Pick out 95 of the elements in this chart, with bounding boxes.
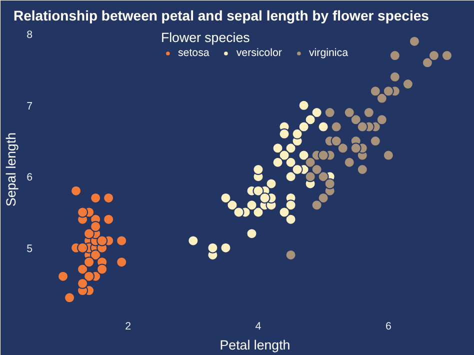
point [84,228,95,240]
point [304,156,316,168]
point [84,270,95,282]
point [318,171,329,182]
point [382,86,394,97]
point [259,192,270,204]
point [77,242,88,254]
point [96,235,108,246]
point [116,256,128,268]
point [311,107,322,118]
point [77,278,88,289]
point [70,185,82,196]
point [96,264,108,275]
point [311,200,322,211]
point [285,249,296,260]
point [272,156,284,168]
point [285,171,296,182]
point [344,156,355,168]
point [84,256,95,268]
y-tick-label: 5 [26,242,33,255]
point [376,92,388,104]
point [330,136,342,147]
legend-label: versicolor [236,47,282,59]
y-tick-label: 6 [26,172,33,184]
point [363,107,374,118]
point [344,107,355,118]
point [441,50,452,62]
point [246,200,258,211]
point [311,164,322,175]
point [103,214,114,225]
point [116,235,128,246]
x-tick-label: 6 [385,320,392,332]
point [252,185,264,196]
point [226,200,238,211]
point [324,178,336,190]
point [246,228,258,240]
point [77,264,88,275]
point [402,78,414,90]
point [337,142,348,154]
point [389,71,400,82]
y-tick-label: 7 [26,100,33,112]
point [58,270,69,282]
point [304,171,316,182]
point [90,192,102,204]
point [278,150,290,161]
point [408,36,420,47]
legend-title: Flower species [160,30,251,45]
point [207,242,218,254]
point [188,235,199,246]
point [350,142,362,154]
point [285,200,296,211]
point [318,150,329,161]
point [298,150,310,161]
point [298,100,310,111]
point [318,121,329,132]
point [324,107,336,118]
point [90,220,102,232]
x-axis-title: Petal length [220,338,290,352]
point [370,86,381,97]
point [318,192,329,204]
point [292,164,303,175]
point [356,164,368,175]
point [292,128,303,140]
point [77,206,88,218]
point [350,114,362,126]
point [266,178,277,190]
point [285,156,296,168]
point [422,57,433,68]
point [376,114,388,126]
point [428,50,440,62]
point [370,136,381,147]
legend-label: setosa [178,47,210,59]
chart-title: Relationship between petal and sepal length by flower species [14,8,430,24]
legend-label: virginica [308,47,348,59]
y-axis-title: Sepal length [4,132,19,207]
point [304,114,316,126]
point [233,206,244,218]
point [220,192,232,204]
point [252,164,264,175]
point [278,206,290,218]
point [330,121,342,132]
point [278,128,290,140]
point [220,242,232,254]
point [298,121,310,132]
point [285,214,296,225]
point [64,292,76,304]
point [103,192,114,204]
x-tick-label: 2 [125,320,132,332]
y-tick-label: 8 [26,29,33,42]
point [356,121,368,132]
point [389,50,400,62]
x-tick-label: 4 [255,320,262,332]
point [382,150,394,161]
point [272,142,284,154]
point [285,142,296,154]
